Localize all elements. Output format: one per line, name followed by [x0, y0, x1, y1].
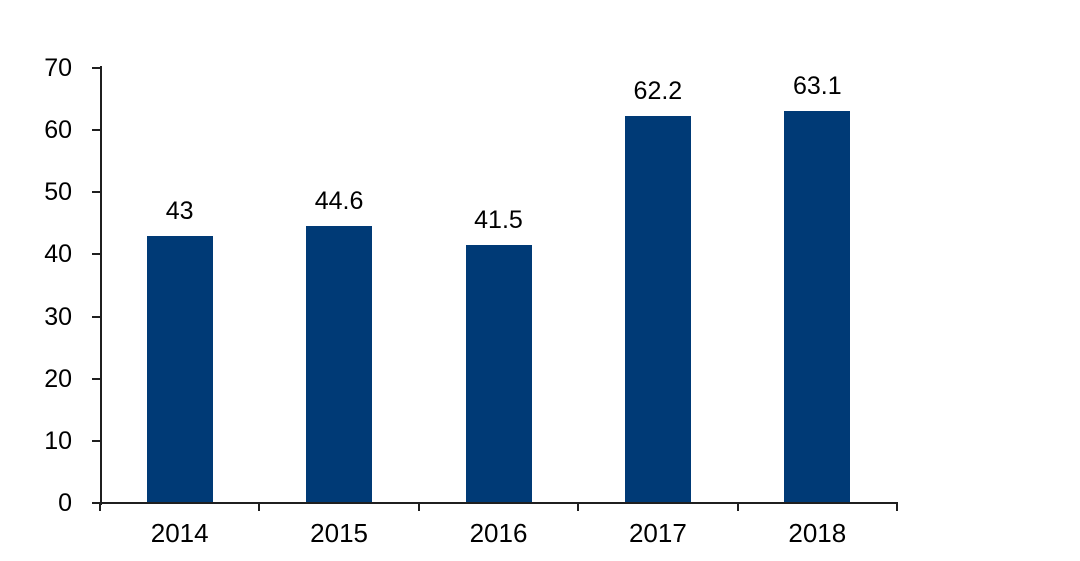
bar-value-label: 43: [165, 196, 194, 225]
y-axis-tick: [92, 377, 100, 380]
y-axis-tick-label: 10: [44, 426, 72, 455]
x-axis-tick: [258, 503, 261, 511]
y-axis-tick-label: 0: [58, 489, 72, 517]
x-axis-line: [99, 502, 898, 504]
y-axis-tick-label: 50: [44, 178, 72, 207]
y-axis-tick: [92, 315, 100, 318]
y-axis-tick: [92, 439, 100, 442]
y-axis-tick: [92, 67, 100, 69]
bar-value-label: 63.1: [792, 71, 842, 100]
y-axis-line: [100, 66, 102, 505]
bar-2018: [784, 110, 851, 502]
x-axis-category-label: 2016: [469, 518, 528, 548]
x-axis-category-label: 2018: [788, 518, 847, 548]
y-axis-tick-label: 20: [44, 364, 72, 393]
bar-2014: [146, 235, 213, 502]
bar-2016: [465, 245, 532, 502]
y-axis-tick: [92, 253, 100, 256]
x-axis-category-label: 2017: [628, 518, 687, 548]
bar-value-label: 44.6: [314, 186, 364, 215]
x-axis-category-label: 2015: [310, 518, 368, 548]
y-axis-tick-label: 30: [44, 302, 72, 331]
y-axis-tick-label: 40: [44, 240, 72, 269]
y-axis-tick: [92, 191, 100, 194]
x-axis-category-label: 2014: [150, 518, 209, 548]
x-axis-tick: [736, 503, 739, 511]
y-axis-tick-label: 70: [44, 54, 72, 82]
y-axis-tick: [92, 129, 100, 132]
x-axis-tick: [896, 503, 898, 511]
x-axis-tick: [99, 503, 101, 511]
y-axis-tick: [92, 502, 100, 504]
x-axis-tick: [577, 503, 580, 511]
y-axis-tick-label: 60: [44, 116, 72, 145]
bar-2017: [624, 116, 691, 502]
bar-value-label: 41.5: [474, 206, 523, 235]
bar-2015: [306, 225, 373, 502]
x-axis-tick: [417, 503, 420, 511]
bar-value-label: 62.2: [633, 77, 683, 106]
